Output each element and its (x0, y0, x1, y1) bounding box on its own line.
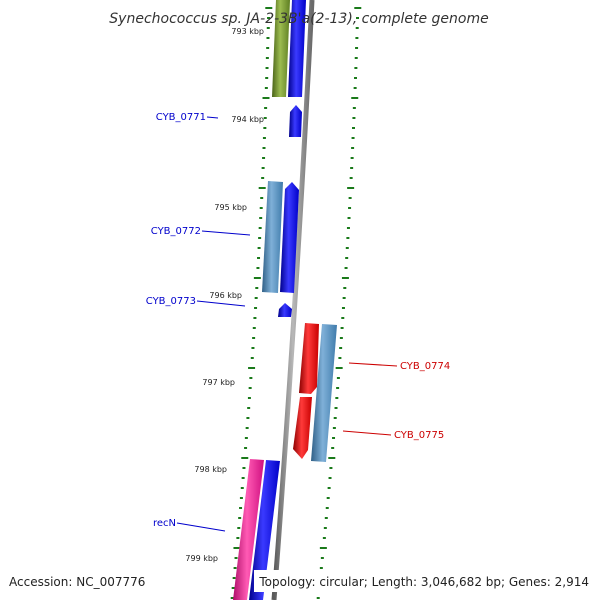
gene-green-bar (272, 0, 290, 97)
cds-blue-arrow-cyb0773 (278, 303, 292, 317)
gene-label-cyb0775: CYB_0775 (394, 430, 444, 441)
genome-backbone (271, 0, 315, 600)
cds-blue-bar-1 (288, 0, 306, 97)
leader-cyb0775 (342, 430, 392, 436)
kbp-label-793: 793 kbp (231, 27, 264, 36)
gene-steelblue-bar-right (311, 324, 337, 462)
map-title: Synechococcus sp. JA-2-3B'a(2-13), compl… (109, 11, 488, 27)
tick-marks (230, 7, 362, 599)
gene-labels: CYB_0771 CYB_0772 CYB_0773 CYB_0774 CYB_… (146, 112, 450, 529)
gene-pink-bar-recn (233, 459, 264, 600)
topology-background (254, 570, 600, 592)
gene-steelblue-bar-cyb0772 (262, 181, 283, 293)
kbp-label-799: 799 kbp (185, 554, 218, 563)
kbp-label-795: 795 kbp (214, 203, 247, 212)
kbp-label-798: 798 kbp (194, 465, 227, 474)
leader-cyb0774 (348, 362, 398, 367)
kbp-label-794: 794 kbp (231, 115, 264, 124)
cds-blue-arrow-cyb0771 (289, 105, 302, 137)
gene-features (233, 0, 337, 600)
leader-recn (176, 522, 226, 532)
leader-cyb0773 (196, 300, 246, 307)
cds-red-arrow-cyb0775 (293, 397, 312, 459)
leader-cyb0771 (206, 116, 219, 119)
kbp-label-797: 797 kbp (202, 378, 235, 387)
accession-text: Accession: NC_007776 (9, 575, 145, 589)
gene-label-cyb0772: CYB_0772 (151, 226, 201, 237)
gene-label-recn: recN (153, 518, 176, 529)
gene-label-cyb0774: CYB_0774 (400, 361, 450, 372)
leader-cyb0772 (201, 230, 251, 236)
topology-text: Topology: circular; Length: 3,046,682 bp… (258, 575, 589, 589)
kbp-label-796: 796 kbp (209, 291, 242, 300)
kbp-labels: 793 kbp 794 kbp 795 kbp 796 kbp 797 kbp … (185, 27, 264, 563)
cds-blue-bar-recn (249, 460, 280, 600)
gene-label-cyb0771: CYB_0771 (156, 112, 206, 123)
label-leaders (176, 116, 398, 532)
cds-red-arrow-cyb0774 (299, 323, 319, 394)
cds-blue-arrow-cyb0772 (280, 182, 299, 293)
gene-label-cyb0773: CYB_0773 (146, 296, 196, 307)
accession-background (0, 570, 152, 592)
